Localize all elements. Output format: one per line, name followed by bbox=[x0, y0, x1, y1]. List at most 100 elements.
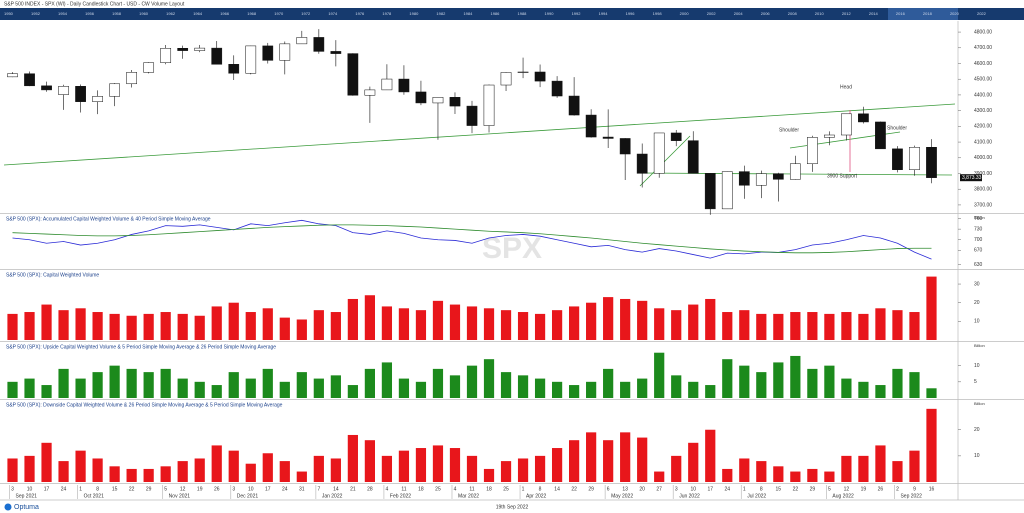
x-tick-label: 16 bbox=[929, 486, 935, 492]
x-tick-label: 27 bbox=[656, 486, 662, 492]
bar bbox=[177, 378, 188, 398]
x-tick-label: 11 bbox=[401, 486, 406, 492]
bar bbox=[432, 368, 444, 398]
x-tick-label: 29 bbox=[146, 486, 152, 492]
timeline-strip[interactable] bbox=[0, 8, 1024, 20]
bar bbox=[347, 434, 358, 482]
bar bbox=[858, 455, 869, 482]
x-tick-label: 18 bbox=[486, 486, 492, 492]
bar bbox=[245, 312, 256, 340]
x-tick-label: 14 bbox=[333, 486, 339, 492]
bar bbox=[722, 359, 733, 398]
bar bbox=[211, 385, 222, 398]
x-tick-label: 22 bbox=[571, 486, 577, 492]
bar bbox=[637, 300, 648, 340]
timeline-year: 1950 bbox=[4, 11, 14, 16]
bar bbox=[875, 445, 886, 482]
bar bbox=[466, 365, 478, 398]
y-tick-label: 10 bbox=[974, 453, 980, 459]
timeline-year: 1964 bbox=[193, 11, 203, 16]
bar bbox=[126, 315, 137, 340]
annotation: 3900 Support bbox=[827, 173, 858, 179]
x-tick-label: 15 bbox=[112, 486, 118, 492]
x-tick-label: 3 bbox=[675, 486, 678, 492]
x-tick-label: 1 bbox=[522, 486, 525, 492]
panel-title: S&P 500 (SPX): Upside Capital Weighted V… bbox=[6, 344, 276, 350]
timeline-year: 1956 bbox=[85, 11, 95, 16]
bar bbox=[398, 450, 410, 482]
x-tick-label: 17 bbox=[265, 486, 271, 492]
watermark: SPX bbox=[482, 232, 542, 265]
bar bbox=[722, 468, 733, 482]
bar bbox=[228, 302, 239, 340]
candle-body bbox=[568, 95, 580, 116]
candle-body bbox=[772, 173, 784, 180]
timeline-year: 1962 bbox=[166, 11, 176, 16]
bar bbox=[671, 310, 682, 340]
bar bbox=[620, 381, 631, 398]
month-label: Jun 2022 bbox=[679, 493, 700, 499]
x-tick-label: 7 bbox=[317, 486, 320, 492]
bar bbox=[381, 362, 393, 398]
candle-body bbox=[228, 64, 240, 74]
bar bbox=[364, 368, 375, 398]
bar bbox=[245, 463, 256, 482]
timeline-window[interactable] bbox=[888, 8, 958, 20]
bar bbox=[620, 432, 631, 482]
candle-body bbox=[585, 114, 597, 138]
bar bbox=[756, 461, 767, 482]
bar bbox=[841, 312, 852, 340]
bar bbox=[398, 308, 410, 340]
candle-body bbox=[313, 37, 325, 52]
bar bbox=[500, 310, 512, 340]
x-tick-label: 22 bbox=[129, 486, 135, 492]
timeline-year: 1972 bbox=[301, 11, 311, 16]
timeline-year: 2018 bbox=[923, 11, 933, 16]
y-tick-label: 5 bbox=[974, 379, 977, 385]
bar bbox=[279, 381, 290, 398]
x-tick-label: 29 bbox=[588, 486, 594, 492]
bar bbox=[586, 432, 597, 482]
bar bbox=[688, 381, 699, 398]
bar bbox=[228, 450, 239, 482]
bar bbox=[245, 378, 256, 398]
timeline-year: 1990 bbox=[545, 11, 555, 16]
bar bbox=[41, 304, 52, 340]
y-tick-label: 20 bbox=[974, 300, 980, 306]
candle-body bbox=[398, 78, 410, 93]
candle-body bbox=[534, 71, 546, 82]
x-tick-label: 12 bbox=[844, 486, 850, 492]
y-tick-label: 630 bbox=[974, 262, 983, 268]
bar bbox=[58, 310, 69, 340]
bar bbox=[364, 440, 375, 482]
timeline-year: 1952 bbox=[31, 11, 41, 16]
x-tick-label: 5 bbox=[164, 486, 167, 492]
timeline-year: 1966 bbox=[220, 11, 230, 16]
bar bbox=[569, 385, 580, 398]
x-tick-label: 17 bbox=[707, 486, 713, 492]
timeline-year: 1954 bbox=[58, 11, 68, 16]
bar bbox=[807, 368, 818, 398]
candle-body bbox=[24, 73, 35, 87]
bar bbox=[926, 408, 937, 482]
bar bbox=[620, 298, 631, 340]
bar bbox=[875, 385, 886, 398]
y-tick-label: 4000.00 bbox=[974, 155, 992, 161]
bar bbox=[875, 308, 886, 340]
x-tick-label: 10 bbox=[27, 486, 33, 492]
candle-body bbox=[381, 78, 393, 91]
x-tick-label: 14 bbox=[554, 486, 560, 492]
bar bbox=[909, 312, 920, 340]
bar bbox=[143, 372, 154, 398]
bar bbox=[586, 381, 597, 398]
x-tick-label: 25 bbox=[435, 486, 441, 492]
bar bbox=[892, 368, 903, 398]
candle-body bbox=[824, 134, 835, 138]
bar bbox=[432, 445, 444, 482]
candle-body bbox=[245, 45, 257, 74]
candle-body bbox=[75, 86, 86, 102]
candle-body bbox=[892, 148, 903, 170]
y-tick-label: 10 bbox=[974, 319, 980, 325]
